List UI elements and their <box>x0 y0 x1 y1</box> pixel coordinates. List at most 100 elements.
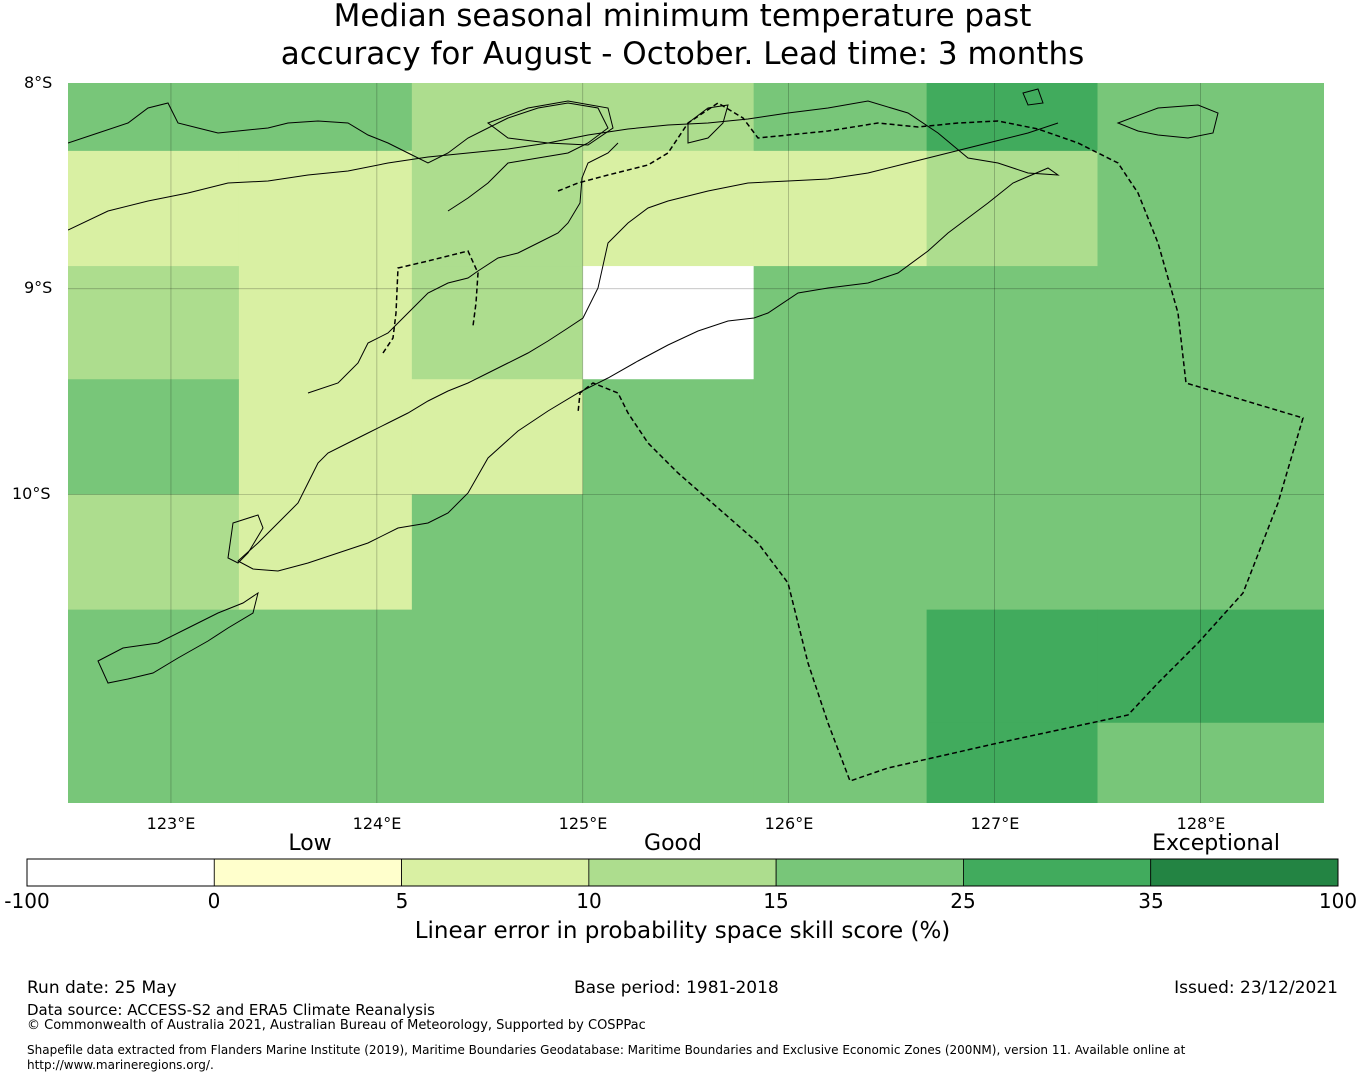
skill-cell <box>238 722 413 803</box>
lon-label-126e: 126°E <box>764 814 814 833</box>
skill-cell <box>68 722 240 803</box>
skill-cell <box>582 609 755 724</box>
lat-label-10s: 10°S <box>12 484 51 503</box>
skill-grid-cells <box>68 83 1324 803</box>
shapefile-credit-line-2: http://www.marineregions.org/. <box>27 1058 214 1072</box>
skill-cell <box>411 83 584 152</box>
skill-cell <box>1097 266 1324 380</box>
coastline-kisar <box>1022 88 1044 106</box>
coastline-alor <box>486 100 614 146</box>
colorbar-segment <box>775 858 964 887</box>
coastline-timor <box>68 100 1060 572</box>
skill-cell <box>926 379 1099 495</box>
coastline-rote <box>227 514 264 564</box>
skill-cell <box>926 150 1099 267</box>
category-exceptional: Exceptional <box>1152 831 1280 856</box>
skill-cell <box>753 494 928 611</box>
colorbar-tick: 100 <box>1318 889 1358 913</box>
skill-cell <box>411 266 584 380</box>
coastline-atauro <box>687 104 729 144</box>
lon-label-128e: 128°E <box>1176 814 1226 833</box>
skill-cell <box>753 609 928 724</box>
skill-cell <box>1097 722 1324 803</box>
colorbar-segment <box>213 858 402 887</box>
skill-cell <box>582 379 755 495</box>
skill-cell <box>411 494 584 611</box>
skill-cell <box>68 494 240 611</box>
skill-cell <box>582 150 755 267</box>
title-line-2: accuracy for August - October. Lead time… <box>280 36 1085 72</box>
skill-cell <box>753 379 928 495</box>
skill-cell <box>926 266 1099 380</box>
skill-cell <box>1097 379 1324 495</box>
skill-cell <box>753 150 928 267</box>
colorbar-tick: 15 <box>763 889 789 913</box>
skill-cell <box>238 609 413 724</box>
colorbar-segments <box>26 858 1339 887</box>
base-period: Base period: 1981-2018 <box>574 978 779 998</box>
skill-cell <box>926 494 1099 611</box>
run-date: Run date: 25 May <box>27 978 177 998</box>
issued-date: Issued: 23/12/2021 <box>1174 978 1338 998</box>
colorbar-segment <box>588 858 777 887</box>
skill-cell <box>68 379 240 495</box>
skill-cell <box>582 266 755 380</box>
skill-cell <box>582 83 755 152</box>
colorbar-tick: 10 <box>576 889 602 913</box>
colorbar-segment <box>401 858 590 887</box>
coastline-outlines <box>68 88 1219 684</box>
skill-cell <box>411 722 584 803</box>
skill-cell <box>411 609 584 724</box>
lon-label-125e: 125°E <box>558 814 608 833</box>
skill-cell <box>238 379 413 495</box>
lon-label-127e: 127°E <box>970 814 1020 833</box>
skill-cell <box>753 266 928 380</box>
skill-cell <box>1097 150 1324 267</box>
lon-label-124e: 124°E <box>352 814 402 833</box>
skill-cell <box>926 609 1099 724</box>
skill-map <box>68 83 1324 803</box>
skill-cell <box>1097 83 1324 152</box>
data-source: Data source: ACCESS-S2 and ERA5 Climate … <box>27 1001 435 1019</box>
shapefile-credit-line-1: Shapefile data extracted from Flanders M… <box>27 1043 1186 1057</box>
colorbar-segment <box>1150 858 1339 887</box>
colorbar-segment <box>963 858 1152 887</box>
skill-cell <box>411 379 584 495</box>
skill-cell <box>238 83 413 152</box>
coastline-west-timor-south <box>307 142 619 394</box>
colorbar-tick: 0 <box>207 889 221 913</box>
skill-cell <box>411 150 584 267</box>
coastline-sawu <box>97 591 259 684</box>
colorbar-label: Linear error in probability space skill … <box>414 918 951 944</box>
colorbar-tick: 25 <box>950 889 976 913</box>
eez-boundary-oecusse <box>382 250 479 354</box>
title-line-1: Median seasonal minimum temperature past <box>333 0 1032 34</box>
skill-cell <box>926 722 1099 803</box>
colorbar-tick: 5 <box>395 889 409 913</box>
skill-cell <box>238 266 413 380</box>
skill-cell <box>753 83 928 152</box>
skill-cell <box>1097 609 1324 724</box>
skill-cell <box>582 722 755 803</box>
colorbar-frame <box>26 858 1339 887</box>
coastline-wetar <box>1116 104 1219 139</box>
category-low: Low <box>288 831 332 856</box>
category-good: Good <box>644 831 702 856</box>
skill-cell <box>238 494 413 611</box>
lon-label-123e: 123°E <box>146 814 196 833</box>
graticule <box>68 83 1324 803</box>
skill-cell <box>68 609 240 724</box>
skill-cell <box>1097 494 1324 611</box>
lat-label-8s: 8°S <box>24 73 53 92</box>
copyright: © Commonwealth of Australia 2021, Austra… <box>27 1018 646 1033</box>
skill-cell <box>926 83 1099 152</box>
skill-cell <box>68 83 240 152</box>
eez-boundary <box>557 102 1304 782</box>
coastline-flores-north <box>68 102 609 212</box>
lat-label-9s: 9°S <box>24 278 53 297</box>
colorbar-segment <box>26 858 215 887</box>
colorbar <box>26 858 1339 887</box>
map-title: Median seasonal minimum temperature past… <box>0 0 1365 73</box>
skill-cell <box>68 266 240 380</box>
skill-cell <box>238 150 413 267</box>
